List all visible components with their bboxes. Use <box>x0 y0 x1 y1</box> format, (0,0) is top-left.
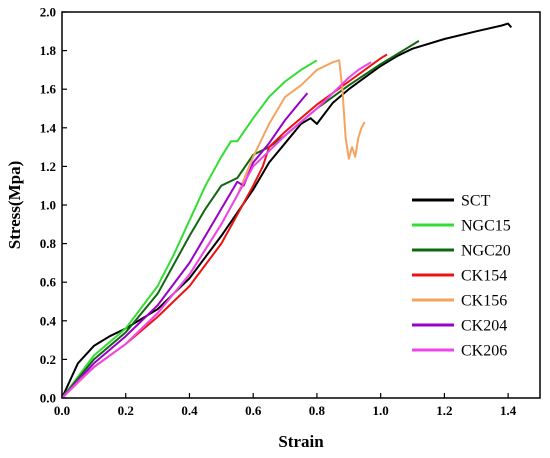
y-tick-label: 1.6 <box>40 82 57 97</box>
x-tick-label: 0.2 <box>118 403 134 418</box>
legend-label: CK204 <box>461 318 507 335</box>
y-tick-label: 0.6 <box>40 275 57 290</box>
legend-label: CK156 <box>461 293 507 310</box>
legend-label: CK154 <box>461 268 507 285</box>
y-tick-label: 1.0 <box>40 198 56 213</box>
legend-label: CK206 <box>461 343 507 360</box>
x-tick-label: 0.8 <box>309 403 326 418</box>
y-tick-label: 1.2 <box>40 159 56 174</box>
y-tick-label: 1.8 <box>40 43 57 58</box>
axis-layer: 0.0 0.2 0.4 0.6 0.8 1.0 1.2 1.4 0.0 0.2 0.4 0.6 0.8 1… <box>40 5 517 419</box>
legend: SCT NGC15 NGC20 CK154 CK156 CK204 CK206 <box>404 182 534 370</box>
x-tick-label: 0.0 <box>54 403 70 418</box>
y-tick-label: 1.4 <box>40 120 57 135</box>
x-tick-label: 1.0 <box>373 403 389 418</box>
x-axis-title: Strain <box>278 432 324 451</box>
y-axis-title: Stress(Mpa) <box>5 161 24 249</box>
x-tick-label: 0.6 <box>245 403 262 418</box>
series-layer <box>61 22 513 399</box>
y-tick-label: 0.0 <box>40 391 56 406</box>
x-tick-label: 1.4 <box>500 403 517 418</box>
series-line-ck204 <box>61 92 309 399</box>
series-line-ck154 <box>61 53 388 399</box>
y-tick-label: 0.2 <box>40 352 56 367</box>
legend-label: NGC20 <box>461 243 511 260</box>
y-tick-label: 0.8 <box>40 236 57 251</box>
y-tick-label: 0.4 <box>40 313 57 328</box>
y-tick-label: 2.0 <box>40 5 56 20</box>
legend-label: NGC15 <box>461 218 511 235</box>
series-line-ngc15 <box>61 59 318 399</box>
series-line-ck206 <box>61 61 372 399</box>
legend-label: SCT <box>461 193 491 210</box>
x-tick-label: 1.2 <box>436 403 452 418</box>
x-tick-label: 0.4 <box>181 403 198 418</box>
